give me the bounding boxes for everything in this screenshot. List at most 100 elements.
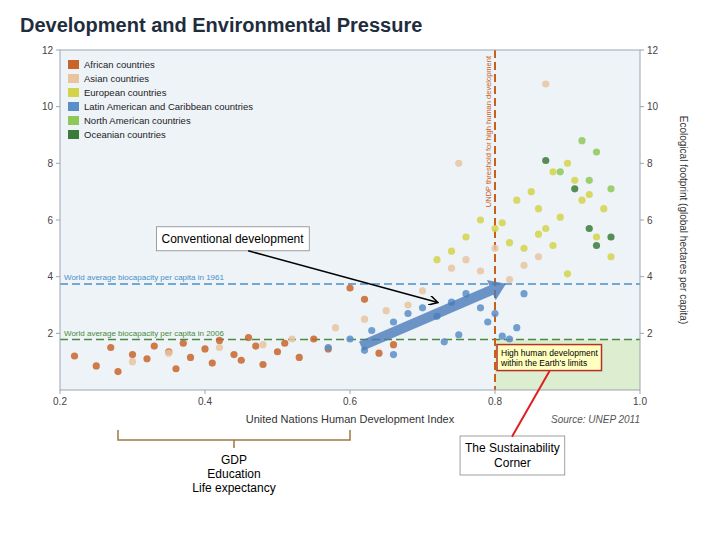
y2-tick-label: 4: [647, 271, 653, 282]
legend-swatch: [68, 130, 79, 139]
y2-tick-label: 8: [647, 158, 653, 169]
legend-swatch: [68, 60, 79, 69]
reference-label: UNDP threshold for high human developmen…: [484, 55, 493, 207]
y-tick-label: 6: [47, 215, 53, 226]
point: [506, 335, 513, 342]
point: [346, 284, 353, 291]
point: [484, 318, 491, 325]
legend-swatch: [68, 116, 79, 125]
point: [491, 310, 498, 317]
x-tick: [495, 390, 496, 394]
y-tick: [56, 220, 60, 221]
point: [491, 225, 498, 232]
point: [549, 168, 556, 175]
y2-tick: [640, 50, 644, 51]
point: [593, 233, 600, 240]
point: [288, 335, 295, 342]
point: [332, 324, 339, 331]
point: [542, 157, 549, 164]
plot-frame: [60, 50, 640, 390]
point: [477, 304, 484, 311]
y-tick-label: 12: [42, 45, 54, 56]
point: [383, 307, 390, 314]
point: [448, 248, 455, 255]
x-tick: [205, 390, 206, 394]
text-line: Conventional development: [162, 232, 305, 246]
point: [368, 327, 375, 334]
y-tick: [56, 333, 60, 334]
legend-label: Latin American and Caribbean countries: [84, 101, 253, 112]
reference-line: [494, 50, 496, 390]
point: [542, 80, 549, 87]
x-tick: [350, 390, 351, 394]
point: [201, 345, 208, 352]
point: [535, 231, 542, 238]
point: [129, 358, 136, 365]
y-tick: [56, 276, 60, 277]
point: [455, 331, 462, 338]
annotation-arrow: [248, 251, 437, 303]
y2-tick: [640, 106, 644, 107]
point: [129, 351, 136, 358]
point: [520, 262, 527, 269]
y2-tick-label: 10: [647, 101, 659, 112]
legend-swatch: [68, 74, 79, 83]
source: Source: UNEP 2011: [551, 414, 640, 425]
point: [404, 310, 411, 317]
point: [419, 304, 426, 311]
development-arrow: [359, 280, 506, 351]
point: [499, 219, 506, 226]
point: [404, 301, 411, 308]
y2-tick: [640, 333, 644, 334]
point: [571, 185, 578, 192]
point: [593, 148, 600, 155]
y2-tick: [640, 163, 644, 164]
point: [513, 324, 520, 331]
point: [448, 265, 455, 272]
text-line: The Sustainability: [465, 441, 560, 455]
series: [557, 137, 615, 192]
y2-tick-label: 6: [647, 215, 653, 226]
point: [607, 253, 614, 260]
point: [361, 296, 368, 303]
x-tick-label: 0.4: [198, 396, 212, 407]
point: [607, 185, 614, 192]
point: [187, 354, 194, 361]
point: [93, 362, 100, 369]
reference-label: World average biocapacity per capita in …: [64, 273, 225, 282]
point: [441, 338, 448, 345]
point: [281, 340, 288, 347]
point: [390, 341, 397, 348]
text-line: Education: [207, 467, 260, 481]
point: [361, 316, 368, 323]
axes: 0.20.40.60.81.02468101224681012: [42, 45, 659, 408]
plot-area: [60, 50, 640, 390]
point: [230, 351, 237, 358]
reference-label: World average biocapacity per capita in …: [64, 329, 225, 338]
point: [71, 352, 78, 359]
point: [499, 333, 506, 340]
x-axis-label: United Nations Human Development Index: [246, 413, 455, 425]
point: [564, 160, 571, 167]
point: [535, 205, 542, 212]
point: [245, 334, 252, 341]
chart: Development and Environmental Pressure0.…: [0, 0, 720, 540]
point: [259, 361, 266, 368]
point: [325, 344, 332, 351]
point: [390, 351, 397, 358]
point: [506, 239, 513, 246]
legend-swatch: [68, 88, 79, 97]
y-tick-label: 2: [47, 328, 53, 339]
y2-tick: [640, 276, 644, 277]
pointer-line: [512, 372, 549, 436]
point: [462, 233, 469, 240]
point: [209, 359, 216, 366]
point: [520, 290, 527, 297]
y-tick: [56, 163, 60, 164]
annotation: High human developmentwithin the Earth's…: [500, 348, 599, 368]
point: [593, 242, 600, 249]
y2-tick-label: 12: [647, 45, 659, 56]
point: [586, 225, 593, 232]
point: [259, 341, 266, 348]
point: [296, 354, 303, 361]
